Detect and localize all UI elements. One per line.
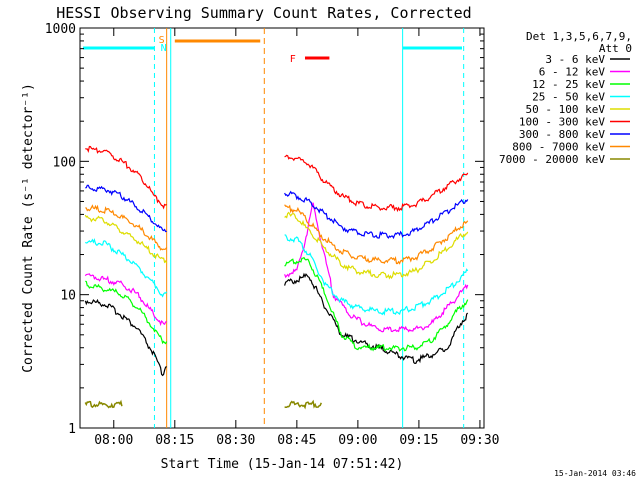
plot-area <box>79 27 485 429</box>
series-line-2 <box>85 280 168 345</box>
series-line-4 <box>284 211 469 280</box>
series-line-3 <box>84 238 168 298</box>
x-tick-label: 09:30 <box>460 433 499 448</box>
annotation-f: F <box>290 54 296 65</box>
series-line-2 <box>284 256 469 352</box>
legend-label: 50 - 100 keV <box>526 103 606 116</box>
series-line-6 <box>284 190 469 240</box>
annotation-n: N <box>161 43 167 54</box>
x-tick-label: 08:45 <box>277 433 316 448</box>
series-line-1 <box>84 273 167 327</box>
x-tick-label: 08:30 <box>216 433 255 448</box>
y-tick-label: 1000 <box>45 22 76 37</box>
y-tick-label: 100 <box>53 155 76 170</box>
series-line-8 <box>84 399 123 409</box>
series-line-0 <box>84 298 167 377</box>
legend-label: 300 - 800 keV <box>519 128 605 141</box>
legend-label: 3 - 6 keV <box>545 53 605 66</box>
series-line-8 <box>284 399 322 410</box>
legend-label: 25 - 50 keV <box>532 91 605 104</box>
series-line-0 <box>284 272 469 365</box>
y-axis-label: Corrected Count Rate (s⁻¹ detector⁻¹) <box>21 83 36 373</box>
legend-label: 800 - 7000 keV <box>512 141 605 154</box>
series-line-1 <box>284 202 469 333</box>
legend-label: 100 - 300 keV <box>519 116 605 129</box>
legend-label: 7000 - 20000 keV <box>499 153 605 166</box>
x-tick-label: 08:15 <box>155 433 194 448</box>
x-tick-label: 08:00 <box>94 433 133 448</box>
series-line-5 <box>85 145 167 210</box>
series-line-4 <box>84 214 168 264</box>
chart-title: HESSI Observing Summary Count Rates, Cor… <box>56 4 471 22</box>
y-tick-label: 10 <box>60 289 76 304</box>
series-line-3 <box>284 234 469 316</box>
y-tick-label: 1 <box>68 422 76 437</box>
annotation-s: S <box>159 35 165 46</box>
footer-date: 15-Jan-2014 03:46 <box>554 469 636 478</box>
legend-label: 6 - 12 keV <box>539 66 606 79</box>
x-tick-label: 09:00 <box>338 433 377 448</box>
series-line-6 <box>85 184 167 233</box>
series-line-7 <box>85 204 168 251</box>
x-tick-label: 09:15 <box>399 433 438 448</box>
x-axis-label: Start Time (15-Jan-14 07:51:42) <box>161 457 404 472</box>
series-line-5 <box>284 154 469 213</box>
legend-header-line: Det 1,3,5,6,7,9, <box>526 30 632 43</box>
legend-header-line: Att 0 <box>599 42 632 55</box>
series-line-7 <box>284 204 469 265</box>
legend-label: 12 - 25 keV <box>532 78 605 91</box>
